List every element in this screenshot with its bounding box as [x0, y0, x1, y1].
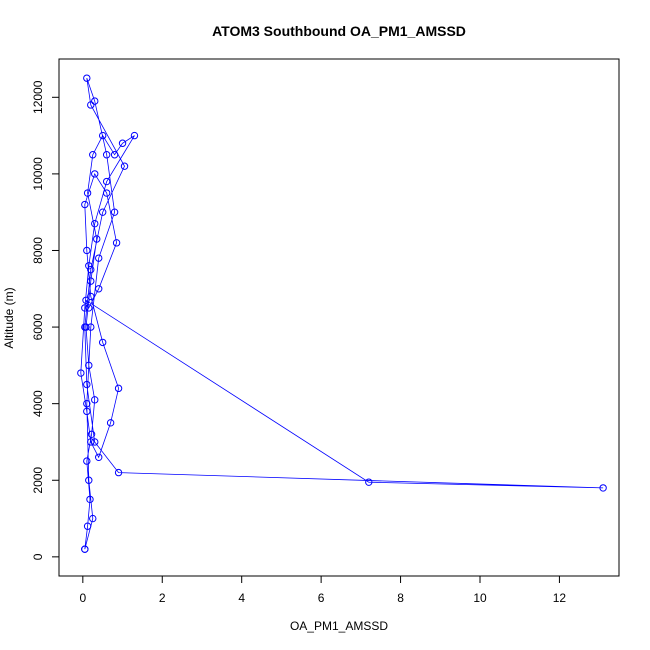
data-point — [83, 246, 91, 255]
data-point — [83, 399, 91, 408]
y-tick-label: 8000 — [31, 237, 45, 264]
data-point — [106, 419, 115, 427]
x-tick-label: 8 — [397, 591, 404, 605]
x-tick-label: 12 — [553, 591, 567, 605]
data-point — [110, 151, 119, 159]
data-point — [98, 338, 107, 347]
y-tick-label: 4000 — [31, 390, 45, 417]
data-point — [95, 254, 103, 262]
data-point — [87, 292, 95, 301]
data-point — [599, 484, 607, 492]
x-tick-label: 4 — [238, 591, 245, 605]
plot-frame — [58, 58, 620, 577]
data-point — [87, 277, 95, 285]
data-point — [120, 162, 129, 170]
data-point — [91, 219, 99, 228]
data-point — [83, 74, 91, 82]
data-point — [81, 545, 89, 553]
data-point — [87, 438, 95, 446]
data-point — [87, 430, 96, 439]
data-point — [83, 457, 91, 465]
x-tick-label: 0 — [79, 591, 86, 605]
data-point — [365, 478, 373, 486]
data-point — [112, 239, 121, 247]
y-axis-label: Altitude (m) — [2, 287, 16, 348]
x-axis-label: OA_PM1_AMSSD — [290, 619, 388, 633]
data-point — [91, 438, 99, 446]
data-point — [83, 407, 91, 416]
data-point — [77, 369, 85, 377]
data-point — [81, 304, 89, 312]
data-point — [130, 131, 139, 140]
data-point — [93, 235, 101, 243]
data-point — [83, 380, 91, 389]
data-point — [95, 285, 103, 293]
data-point — [82, 296, 90, 304]
data-point — [98, 208, 107, 216]
data-point — [85, 361, 93, 370]
y-tick-label: 6000 — [31, 313, 45, 340]
data-point — [114, 468, 123, 477]
x-tick-label: 6 — [318, 591, 325, 605]
y-tick-label: 10000 — [31, 157, 45, 191]
data-point — [83, 189, 92, 197]
y-tick-label: 0 — [31, 553, 45, 560]
y-tick-label: 2000 — [31, 467, 45, 494]
data-point — [91, 97, 99, 105]
data-point — [114, 384, 123, 393]
data-point — [85, 304, 93, 312]
data-point — [95, 453, 103, 461]
x-tick-label: 10 — [473, 591, 487, 605]
data-point — [102, 151, 111, 159]
data-point — [89, 151, 97, 159]
data-point — [86, 495, 94, 504]
y-axis: 0 2000 4000 6000 8000 10000 12000 — [31, 80, 60, 560]
data-point — [83, 522, 92, 530]
series-points — [77, 74, 607, 553]
series-line — [80, 77, 604, 550]
data-point — [81, 200, 89, 209]
y-tick-label: 12000 — [31, 80, 45, 114]
data-point — [102, 177, 111, 186]
data-point — [102, 189, 111, 197]
x-axis: 0 2 4 6 8 10 12 — [79, 575, 567, 605]
data-point — [118, 139, 127, 147]
data-point — [87, 101, 95, 109]
x-tick-label: 2 — [159, 591, 166, 605]
chart-title: ATOM3 Southbound OA_PM1_AMSSD — [212, 23, 466, 39]
data-point — [85, 476, 93, 484]
data-point — [87, 323, 95, 331]
data-point — [89, 514, 97, 523]
series-lines — [80, 77, 604, 550]
data-point — [91, 396, 99, 404]
data-point — [98, 131, 107, 140]
data-point — [110, 208, 119, 216]
data-point — [85, 262, 93, 270]
data-point — [91, 170, 99, 178]
data-point — [87, 265, 95, 274]
